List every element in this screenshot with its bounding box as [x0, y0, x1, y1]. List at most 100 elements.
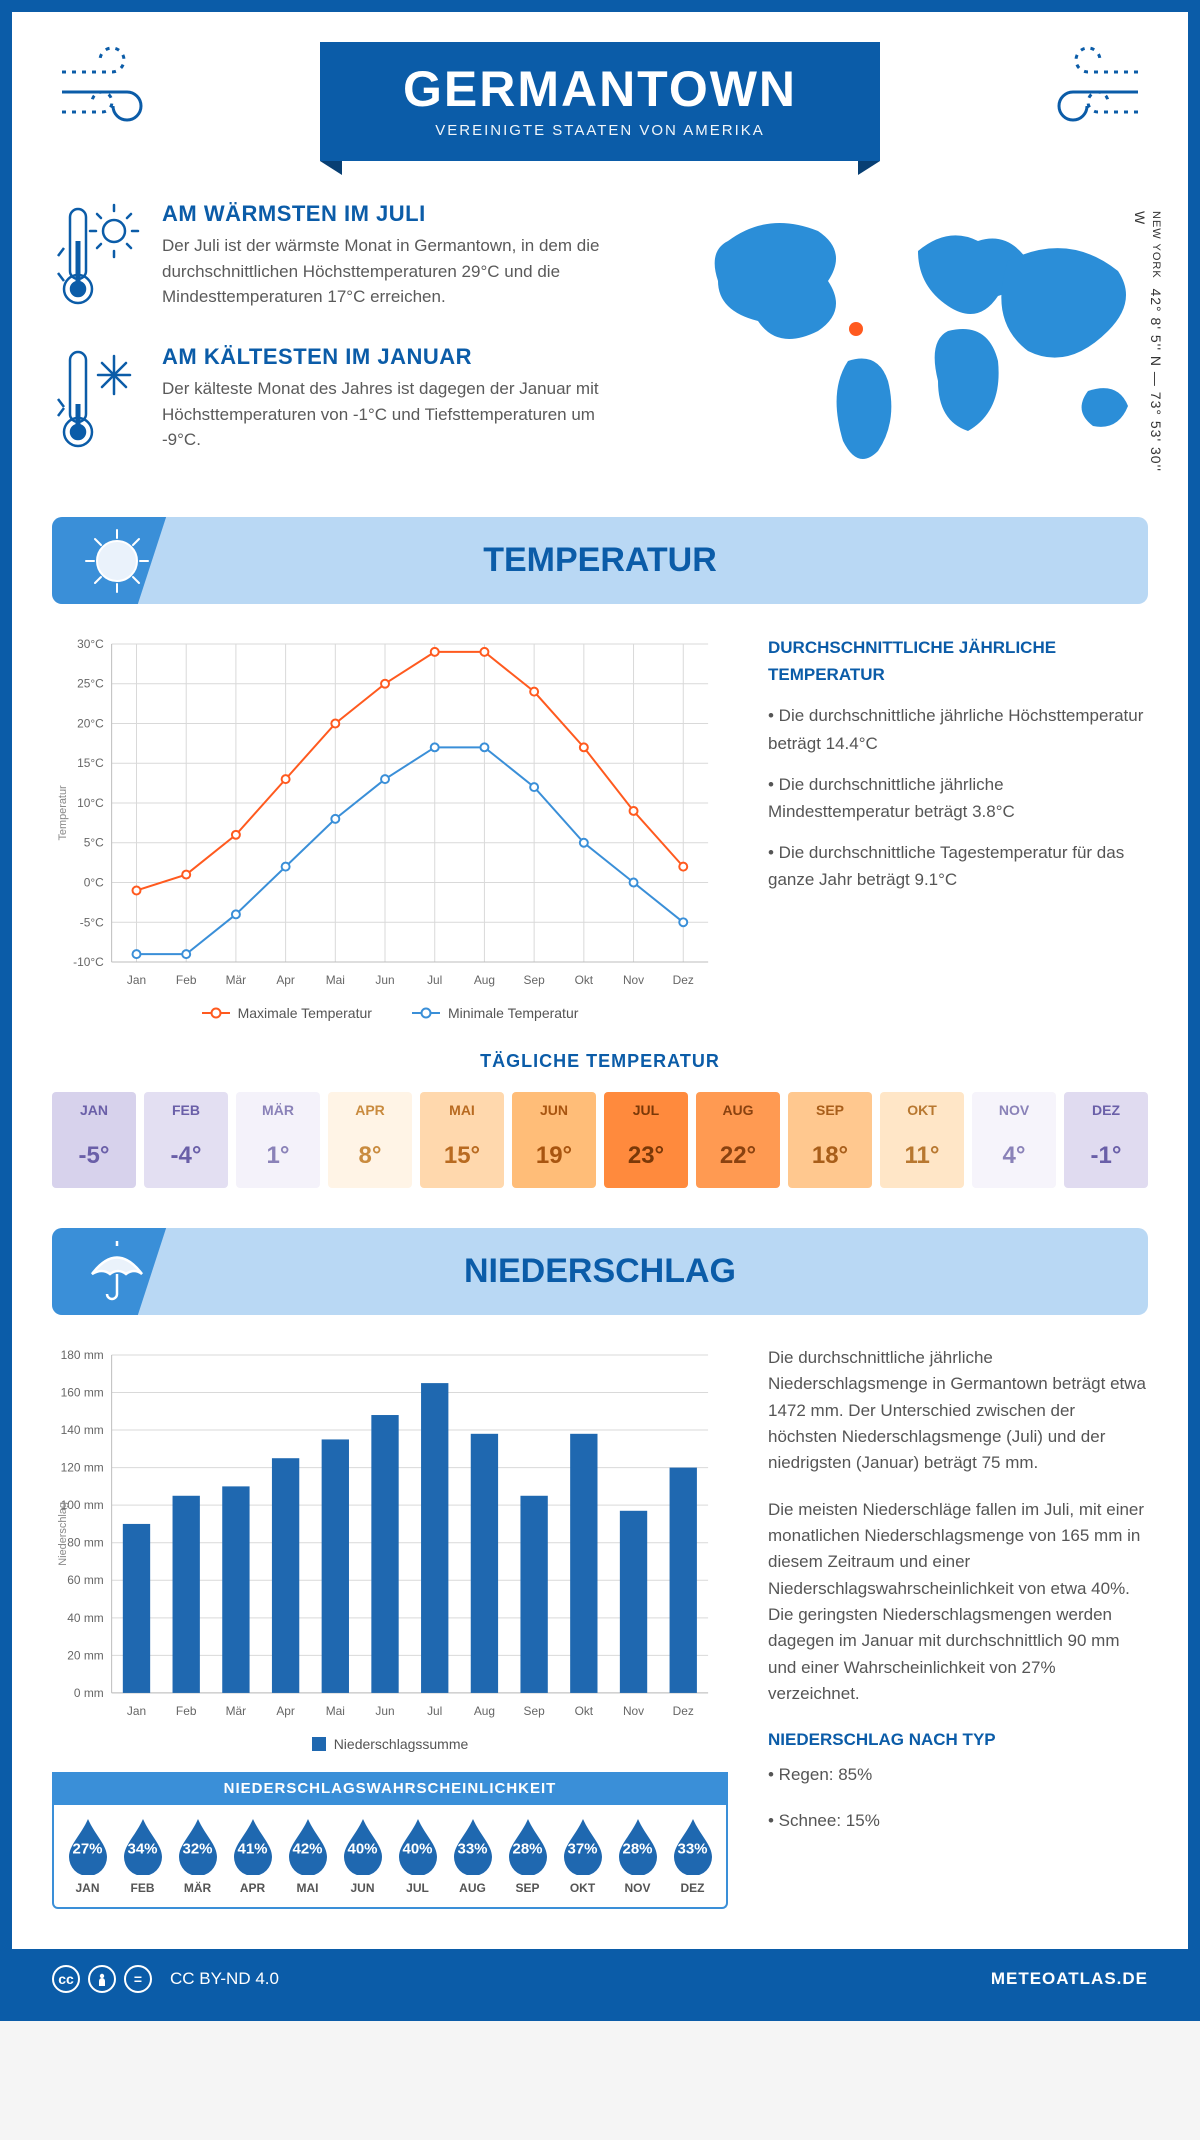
site-name: METEOATLAS.DE	[991, 1969, 1148, 1989]
svg-text:15°C: 15°C	[77, 756, 104, 770]
by-icon	[88, 1965, 116, 1993]
prob-cell: 32%MÄR	[172, 1817, 223, 1895]
svg-text:5°C: 5°C	[84, 836, 104, 850]
temp-cell: MÄR1°	[236, 1092, 320, 1188]
prob-cell: 27%JAN	[62, 1817, 113, 1895]
svg-text:Sep: Sep	[524, 1704, 546, 1718]
svg-text:Jan: Jan	[127, 973, 146, 987]
thermometer-sun-icon	[52, 201, 142, 316]
section-precipitation: NIEDERSCHLAG	[52, 1228, 1148, 1315]
svg-text:Jul: Jul	[427, 1704, 442, 1718]
svg-text:120 mm: 120 mm	[61, 1460, 104, 1474]
svg-text:40 mm: 40 mm	[67, 1611, 103, 1625]
temp-cell: SEP18°	[788, 1092, 872, 1188]
svg-text:Mär: Mär	[226, 1704, 247, 1718]
svg-text:Okt: Okt	[575, 1704, 594, 1718]
raindrop-icon: 32%	[175, 1817, 221, 1875]
temp-cell: MAI15°	[420, 1092, 504, 1188]
cc-icon: cc	[52, 1965, 80, 1993]
raindrop-icon: 40%	[340, 1817, 386, 1875]
temp-cell: AUG22°	[696, 1092, 780, 1188]
daily-temp-heading: TÄGLICHE TEMPERATUR	[52, 1051, 1148, 1072]
svg-text:Jan: Jan	[127, 1704, 146, 1718]
wind-icon-right	[1028, 42, 1148, 137]
svg-text:Nov: Nov	[623, 1704, 644, 1718]
prob-cell: 40%JUN	[337, 1817, 388, 1895]
precip-summary: Die durchschnittliche jährliche Niedersc…	[768, 1345, 1148, 1909]
license-badge: cc = CC BY-ND 4.0	[52, 1965, 279, 1993]
svg-text:Mär: Mär	[226, 973, 247, 987]
precip-probability-box: NIEDERSCHLAGSWAHRSCHEINLICHKEIT 27%JAN34…	[52, 1772, 728, 1909]
svg-text:Nov: Nov	[623, 973, 644, 987]
umbrella-icon	[52, 1228, 182, 1315]
svg-text:10°C: 10°C	[77, 796, 104, 810]
prob-cell: 34%FEB	[117, 1817, 168, 1895]
temp-cell: NOV4°	[972, 1092, 1056, 1188]
svg-text:Aug: Aug	[474, 1704, 495, 1718]
svg-text:60 mm: 60 mm	[67, 1573, 103, 1587]
temp-cell: JUL23°	[604, 1092, 688, 1188]
prob-cell: 42%MAI	[282, 1817, 333, 1895]
daily-temp-strip: JAN-5°FEB-4°MÄR1°APR8°MAI15°JUN19°JUL23°…	[52, 1092, 1148, 1188]
svg-text:-10°C: -10°C	[73, 955, 104, 969]
svg-text:140 mm: 140 mm	[61, 1423, 104, 1437]
country-name: VEREINIGTE STAATEN VON AMERIKA	[360, 122, 840, 139]
svg-text:Apr: Apr	[276, 1704, 295, 1718]
temperature-line-chart: -10°C-5°C0°C5°C10°C15°C20°C25°C30°CJanFe…	[52, 634, 728, 1021]
svg-text:20°C: 20°C	[77, 716, 104, 730]
svg-text:Mai: Mai	[326, 1704, 345, 1718]
prob-cell: 28%SEP	[502, 1817, 553, 1895]
svg-text:Okt: Okt	[575, 973, 594, 987]
title-ribbon: GERMANTOWN VEREINIGTE STAATEN VON AMERIK…	[320, 42, 880, 161]
raindrop-icon: 28%	[615, 1817, 661, 1875]
svg-text:0°C: 0°C	[84, 876, 104, 890]
precipitation-bar-chart: 0 mm20 mm40 mm60 mm80 mm100 mm120 mm140 …	[52, 1345, 728, 1752]
svg-text:Niederschlag: Niederschlag	[57, 1502, 69, 1566]
temp-cell: DEZ-1°	[1064, 1092, 1148, 1188]
temp-cell: APR8°	[328, 1092, 412, 1188]
svg-text:Apr: Apr	[276, 973, 295, 987]
intro-row: AM WÄRMSTEN IM JULI Der Juli ist der wär…	[52, 201, 1148, 487]
page-footer: cc = CC BY-ND 4.0 METEOATLAS.DE	[12, 1949, 1188, 2009]
prob-cell: 41%APR	[227, 1817, 278, 1895]
prob-cell: 33%DEZ	[667, 1817, 718, 1895]
temp-cell: JAN-5°	[52, 1092, 136, 1188]
nd-icon: =	[124, 1965, 152, 1993]
prob-cell: 40%JUL	[392, 1817, 443, 1895]
warmest-title: AM WÄRMSTEN IM JULI	[162, 201, 638, 227]
prob-cell: 33%AUG	[447, 1817, 498, 1895]
svg-text:180 mm: 180 mm	[61, 1348, 104, 1362]
svg-text:Feb: Feb	[176, 973, 197, 987]
raindrop-icon: 27%	[65, 1817, 111, 1875]
raindrop-icon: 37%	[560, 1817, 606, 1875]
sun-icon	[52, 517, 182, 604]
svg-text:Jun: Jun	[375, 1704, 394, 1718]
page-header: GERMANTOWN VEREINIGTE STAATEN VON AMERIK…	[52, 42, 1148, 161]
warmest-block: AM WÄRMSTEN IM JULI Der Juli ist der wär…	[52, 201, 638, 316]
raindrop-icon: 42%	[285, 1817, 331, 1875]
temp-legend: Maximale Temperatur Minimale Temperatur	[52, 1005, 728, 1021]
prob-cell: 37%OKT	[557, 1817, 608, 1895]
svg-text:Sep: Sep	[524, 973, 546, 987]
warmest-text: Der Juli ist der wärmste Monat in German…	[162, 233, 638, 310]
world-map: NEW YORK 42° 8' 5'' N — 73° 53' 30'' W	[668, 201, 1148, 487]
raindrop-icon: 41%	[230, 1817, 276, 1875]
svg-text:160 mm: 160 mm	[61, 1385, 104, 1399]
raindrop-icon: 34%	[120, 1817, 166, 1875]
svg-text:30°C: 30°C	[77, 637, 104, 651]
coordinates: NEW YORK 42° 8' 5'' N — 73° 53' 30'' W	[1132, 211, 1164, 487]
svg-text:Jun: Jun	[375, 973, 394, 987]
raindrop-icon: 40%	[395, 1817, 441, 1875]
svg-text:Mai: Mai	[326, 973, 345, 987]
svg-text:20 mm: 20 mm	[67, 1648, 103, 1662]
coldest-title: AM KÄLTESTEN IM JANUAR	[162, 344, 638, 370]
svg-text:Aug: Aug	[474, 973, 495, 987]
wind-icon-left	[52, 42, 172, 137]
section-temperature: TEMPERATUR	[52, 517, 1148, 604]
temp-summary: DURCHSCHNITTLICHE JÄHRLICHE TEMPERATUR •…	[768, 634, 1148, 1021]
city-name: GERMANTOWN	[360, 60, 840, 118]
svg-text:Temperatur: Temperatur	[57, 785, 69, 841]
raindrop-icon: 33%	[670, 1817, 716, 1875]
temp-cell: OKT11°	[880, 1092, 964, 1188]
prob-cell: 28%NOV	[612, 1817, 663, 1895]
